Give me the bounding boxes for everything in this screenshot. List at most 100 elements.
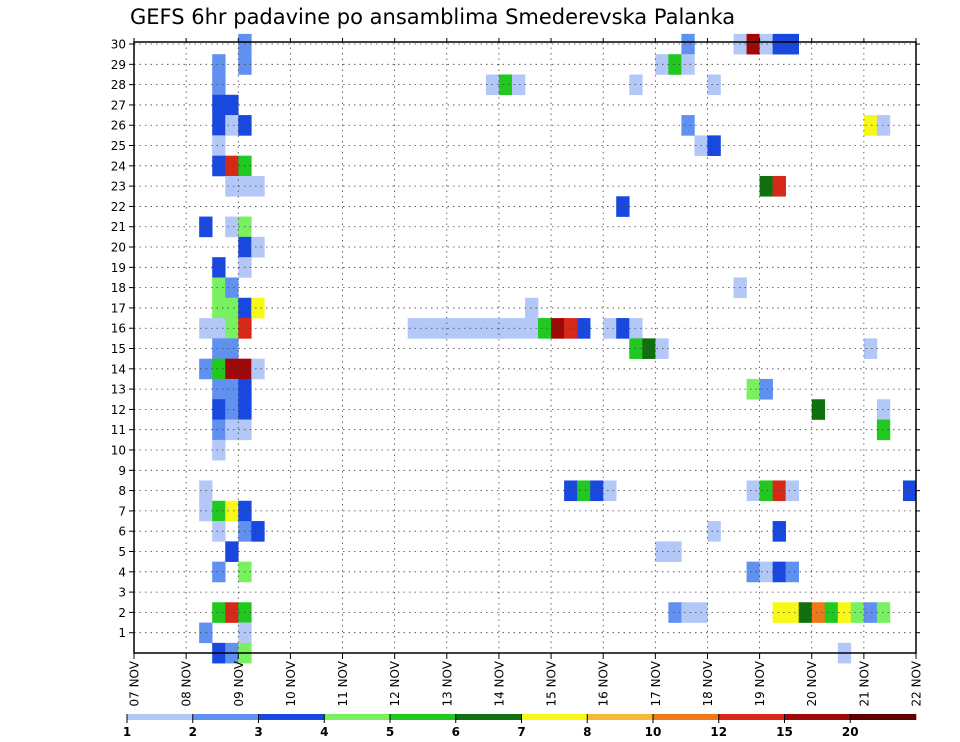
y-tick-label: 11	[111, 423, 126, 437]
heatmap-cell	[811, 602, 826, 623]
heatmap-cell	[212, 297, 226, 319]
y-tick-label: 27	[111, 98, 126, 112]
heatmap-cell	[538, 318, 552, 339]
heatmap-cell	[212, 439, 226, 461]
heatmap-cell	[225, 358, 239, 380]
y-tick-label: 24	[111, 159, 126, 173]
colorbar-label: 3	[254, 725, 262, 739]
y-tick-label: 28	[111, 78, 126, 92]
heatmap-cell	[811, 399, 826, 420]
heatmap-cell	[225, 602, 239, 623]
heatmap-cell	[212, 74, 226, 96]
heatmap-cell	[212, 602, 226, 623]
y-tick-label: 2	[118, 606, 126, 620]
heatmap-cell	[759, 561, 773, 583]
heatmap-cell	[212, 500, 226, 522]
heatmap-cell	[746, 480, 760, 502]
heatmap-cell	[225, 500, 239, 522]
heatmap-cell	[212, 399, 226, 420]
heatmap-cell	[876, 602, 891, 623]
heatmap-cell	[225, 419, 239, 441]
x-tick-label: 09 NOV	[232, 660, 246, 706]
y-tick-label: 30	[111, 38, 126, 52]
heatmap-cell	[772, 602, 786, 623]
heatmap-cell	[225, 318, 239, 339]
heatmap-cell	[603, 480, 617, 502]
y-tick-label: 6	[118, 525, 126, 539]
heatmap-cell	[407, 318, 422, 339]
x-tick-label: 18 NOV	[701, 660, 715, 706]
x-tick-label: 14 NOV	[492, 660, 506, 706]
colorbar-label: 4	[320, 725, 328, 739]
heatmap-cell	[212, 54, 226, 75]
heatmap-cell	[498, 318, 513, 339]
y-tick-label: 21	[111, 220, 126, 234]
heatmap-cell	[759, 33, 773, 55]
x-tick-label: 15 NOV	[545, 660, 559, 706]
heatmap-cell	[785, 602, 799, 623]
y-tick-label: 25	[111, 139, 126, 153]
x-tick-label: 10 NOV	[284, 660, 298, 706]
heatmap-cell	[525, 297, 539, 319]
heatmap-cell	[655, 541, 669, 562]
colorbar-label: 10	[645, 725, 662, 739]
heatmap-cell	[876, 419, 891, 441]
heatmap-cell	[225, 399, 239, 420]
colorbar-swatch	[653, 714, 720, 720]
heatmap-cell	[668, 54, 682, 75]
heatmap-cell	[824, 602, 839, 623]
heatmap-cell	[212, 419, 226, 441]
heatmap-cell	[225, 297, 239, 319]
heatmap-cell	[616, 318, 630, 339]
heatmap-cell	[577, 318, 591, 339]
heatmap-cell	[251, 175, 265, 197]
heatmap-cell	[525, 318, 539, 339]
heatmap-cell	[212, 338, 226, 359]
chart-title: GEFS 6hr padavine po ansamblima Smederev…	[130, 5, 736, 29]
x-tick-label: 17 NOV	[649, 660, 663, 706]
colorbar-swatch	[324, 714, 391, 720]
heatmap-cell	[707, 135, 721, 156]
heatmap-cell	[655, 338, 669, 359]
heatmap-cell	[212, 115, 226, 136]
y-tick-label: 22	[111, 200, 126, 214]
heatmap-cell	[212, 135, 226, 156]
heatmap-cell	[668, 602, 682, 623]
heatmap-cell	[772, 521, 786, 542]
heatmap-cell	[759, 378, 773, 400]
heatmap-cell	[772, 561, 786, 583]
colorbar: 1 2 3 4 5 6 7 8 10 12 15 20	[123, 714, 917, 739]
heatmap-cell	[746, 561, 760, 583]
y-tick-label: 4	[118, 565, 126, 579]
heatmap-cell	[251, 236, 265, 258]
heatmap-cell	[642, 338, 656, 359]
colorbar-swatch	[258, 714, 325, 720]
heatmap-cell	[225, 277, 239, 299]
heatmap-cell	[759, 480, 773, 502]
heatmap-cell	[251, 521, 265, 542]
heatmap-cell	[212, 318, 226, 339]
heatmap-cell	[225, 338, 239, 359]
heatmap-cell	[212, 561, 226, 583]
y-tick-label: 16	[111, 322, 126, 336]
heatmap-cell	[863, 115, 878, 136]
heatmap-cell	[577, 480, 591, 502]
x-tick-label: 13 NOV	[440, 660, 454, 706]
colorbar-swatch	[521, 714, 588, 720]
grid-layer	[134, 42, 916, 653]
colorbar-swatch	[784, 714, 851, 720]
heatmap-cell	[433, 318, 448, 339]
heatmap-cell	[212, 257, 226, 278]
heatmap-cell	[212, 358, 226, 380]
colorbar-label: 15	[776, 725, 793, 739]
y-tick-label: 5	[118, 545, 126, 559]
heatmap-cell	[212, 378, 226, 400]
heatmap-cell	[876, 115, 891, 136]
plot-frame	[133, 41, 917, 654]
heatmap-cell	[498, 74, 513, 96]
heatmap-cell	[772, 33, 786, 55]
heatmap-cell	[212, 521, 226, 542]
x-tick-label: 08 NOV	[180, 660, 194, 706]
heatmap-cell	[564, 318, 578, 339]
heatmap-cell	[746, 378, 760, 400]
